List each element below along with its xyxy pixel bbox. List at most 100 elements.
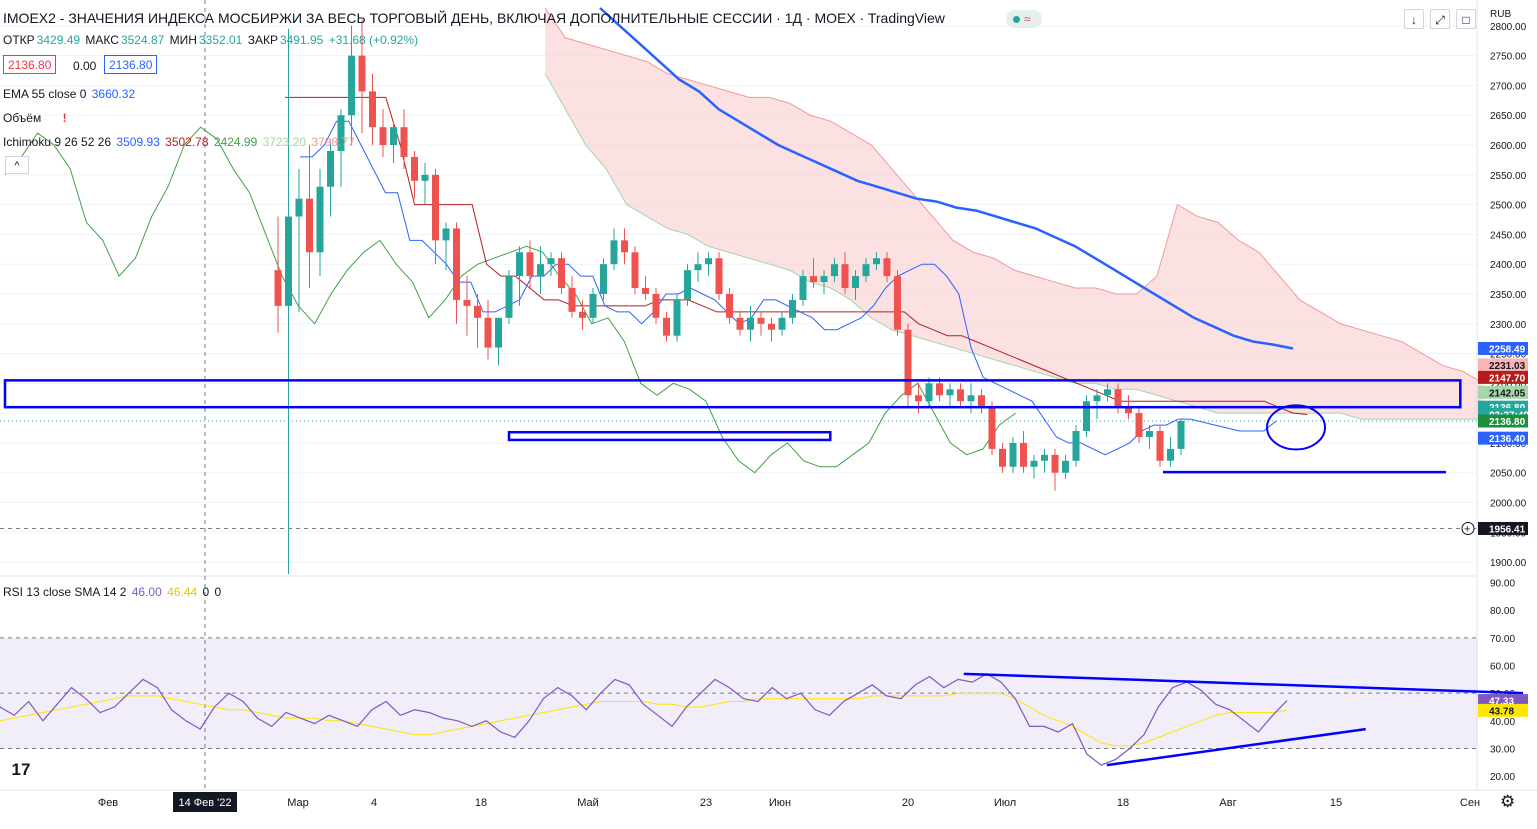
- add-alert-plus-icon: [1461, 521, 1475, 535]
- sell-price-box[interactable]: 2136.80: [3, 55, 57, 74]
- rsi-value: 46.00: [131, 585, 162, 599]
- candle-body: [936, 383, 943, 396]
- candle-body: [988, 407, 996, 449]
- candle-body: [1009, 442, 1017, 467]
- candle-body: [915, 395, 922, 402]
- volume-label: Объём: [3, 111, 42, 125]
- ohlc-legend: ОТКР 3429.49 МАКС 3524.87 МИН 3352.01 ЗАКР 3…: [3, 32, 420, 48]
- candle-body: [726, 293, 733, 318]
- ichimoku-legend[interactable]: Ichimoku 9 26 52 26 3509.93 3502.78 2424…: [3, 134, 357, 150]
- candle-body: [400, 127, 408, 157]
- candle-body: [537, 264, 544, 277]
- spread-value: 0.00: [73, 59, 97, 73]
- ema-legend[interactable]: EMA 55 close 0 3660.32: [3, 86, 137, 102]
- candle-body: [1072, 431, 1080, 461]
- price-tick-label: 2400.00: [1490, 260, 1527, 271]
- price-label-bg: [1478, 431, 1528, 445]
- alert-icon[interactable]: !: [62, 111, 67, 125]
- candle-body: [327, 150, 334, 187]
- price-tick-label: 2500.00: [1490, 201, 1527, 212]
- candle-body: [684, 270, 691, 300]
- candle-body: [873, 258, 880, 265]
- market-status-badge[interactable]: ≈: [1006, 10, 1042, 28]
- change-value: +31.68 (+0.92%): [328, 33, 419, 47]
- candle-body: [673, 299, 681, 336]
- gear-icon[interactable]: ⚙: [1500, 792, 1516, 811]
- price-tick-label: 1900.00: [1490, 558, 1527, 569]
- ichimoku-tenkan-value: 3509.93: [116, 135, 160, 149]
- price-tick-label: 2700.00: [1490, 81, 1527, 92]
- candle-body: [348, 55, 355, 116]
- candle-body: [558, 258, 565, 289]
- candle-body: [894, 276, 901, 330]
- open-value: 3429.49: [36, 33, 81, 47]
- buy-price-box[interactable]: 2136.80: [104, 55, 158, 74]
- candle-body: [957, 389, 964, 402]
- candle-body: [589, 293, 597, 318]
- candle-body: [516, 252, 523, 277]
- candle-body: [474, 305, 481, 318]
- candle-body: [1062, 460, 1069, 473]
- price-tick-label: 2550.00: [1490, 171, 1527, 182]
- candle-body: [369, 91, 376, 128]
- candle-body: [820, 276, 828, 283]
- candle-body: [883, 258, 891, 277]
- rsi-legend[interactable]: RSI 13 close SMA 14 2 46.00 46.44 0 0: [3, 584, 223, 600]
- drawn-rectangle: [507, 430, 832, 442]
- rsi-tick-label: 30.00: [1490, 745, 1515, 756]
- ichimoku-chikou-line: [4, 126, 1016, 474]
- currency-label[interactable]: RUB: [1490, 9, 1512, 20]
- candle-body: [390, 127, 397, 146]
- time-tick-label: 20: [902, 797, 914, 809]
- rsi-tick-label: 70.00: [1490, 634, 1515, 645]
- move-down-button[interactable]: ↓: [1404, 9, 1424, 29]
- candle-body: [505, 276, 513, 318]
- candle-body: [757, 317, 765, 324]
- price-tick-label: 2650.00: [1490, 111, 1527, 122]
- candle-body: [1020, 442, 1027, 467]
- ichimoku-tenkan-line: [300, 120, 1277, 456]
- candle-body: [568, 288, 576, 312]
- collapse-legend-button[interactable]: ^: [5, 156, 29, 174]
- volume-legend[interactable]: Объём !: [3, 110, 69, 126]
- candle-body: [789, 299, 796, 318]
- close-label: ЗАКР: [247, 33, 278, 47]
- rsi-line: [0, 673, 1288, 766]
- candle-body: [274, 270, 282, 306]
- price-label: 1956.41: [1489, 524, 1526, 535]
- time-tick-label: Июл: [994, 797, 1016, 809]
- price-tick-label: 2450.00: [1490, 230, 1527, 241]
- price-label-bg: [1478, 370, 1528, 384]
- rsi-tick-label: 90.00: [1490, 579, 1515, 590]
- candle-body: [1030, 460, 1038, 467]
- ema-value: 3660.32: [91, 87, 136, 101]
- candle-body: [904, 329, 912, 396]
- candle-body: [1041, 454, 1048, 461]
- candle-body: [442, 228, 450, 241]
- low-value: 3352.01: [198, 33, 243, 47]
- candle-body: [747, 317, 754, 330]
- price-label: 2136.80: [1489, 417, 1526, 428]
- ema-line: [599, 7, 1294, 350]
- time-tick-label: 4: [371, 797, 377, 809]
- ichimoku-span-b-value: 3798.77: [311, 135, 355, 149]
- ichimoku-span-a-value: 3723.20: [262, 135, 307, 149]
- price-tick-label: 2200.00: [1490, 379, 1527, 390]
- status-dot-icon: [1013, 16, 1020, 24]
- maximize-button[interactable]: □: [1456, 9, 1476, 29]
- candle-body: [946, 389, 954, 396]
- fullscreen-button[interactable]: ⤢: [1430, 9, 1450, 29]
- price-label-bg: [1478, 341, 1528, 355]
- candle-body: [978, 395, 985, 408]
- candle-body: [411, 156, 418, 181]
- candle-body: [1125, 407, 1132, 414]
- candle-body: [337, 115, 345, 151]
- price-tick-label: 2750.00: [1490, 52, 1527, 63]
- ichimoku-label: Ichimoku 9 26 52 26: [3, 135, 112, 149]
- rsi-price-label-bg: [1478, 703, 1528, 717]
- candle-body: [285, 216, 292, 306]
- candle-body: [768, 323, 775, 330]
- high-value: 3524.87: [120, 33, 165, 47]
- tradingview-logo-icon[interactable]: 17: [11, 760, 31, 779]
